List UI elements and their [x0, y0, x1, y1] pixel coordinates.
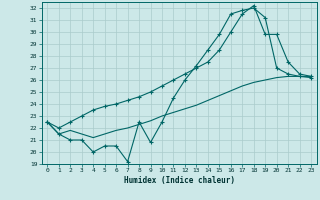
- X-axis label: Humidex (Indice chaleur): Humidex (Indice chaleur): [124, 176, 235, 185]
